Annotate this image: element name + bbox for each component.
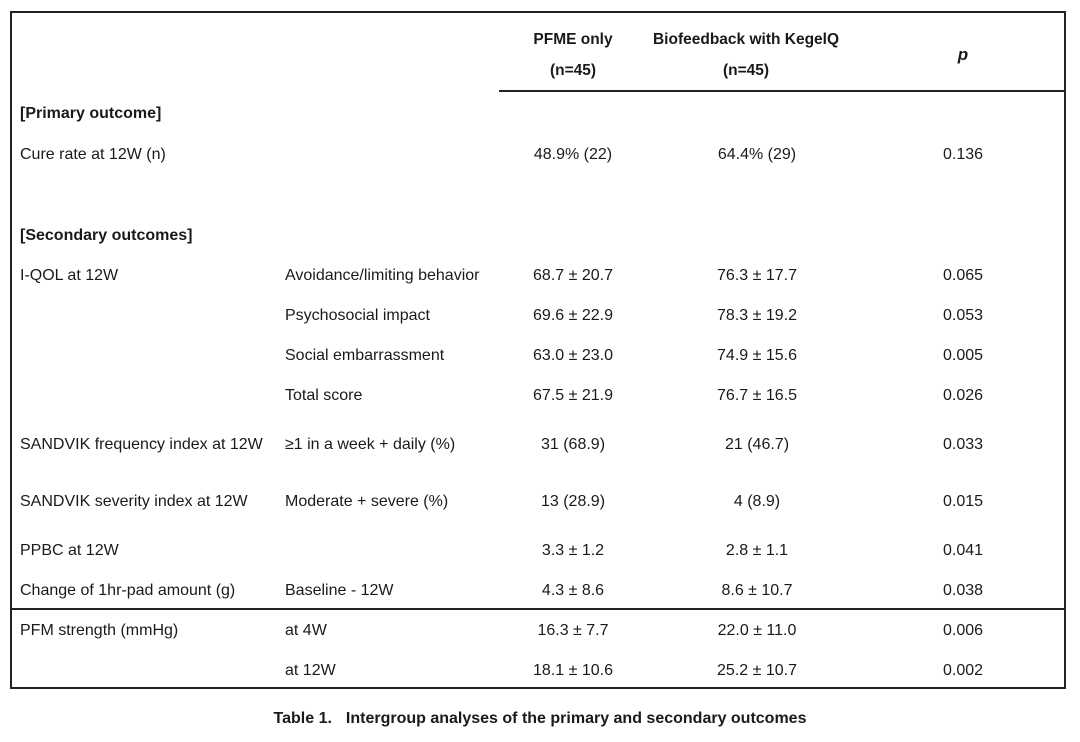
row-sublabel: ≥1 in a week + daily (%) [285, 436, 456, 453]
table-frame [10, 11, 1066, 689]
row-label: PFM strength (mmHg) [20, 622, 179, 639]
row-sublabel: Avoidance/limiting behavior [285, 267, 480, 284]
table-caption: Table 1. Intergroup analyses of the prima… [0, 709, 1080, 729]
row-bio-value: 76.7 ± 16.5 [717, 387, 797, 404]
row-bio-value: 78.3 ± 19.2 [717, 307, 797, 324]
row-p-value: 0.033 [942, 436, 984, 453]
row-bio-value: 25.2 ± 10.7 [717, 662, 797, 679]
row-p-value: 0.006 [942, 622, 984, 639]
row-bio-value: 76.3 ± 17.7 [717, 267, 797, 284]
row-label: PPBC at 12W [20, 542, 119, 559]
row-bio-value: 22.0 ± 11.0 [717, 622, 797, 639]
row-p-value: 0.026 [942, 387, 984, 404]
row-bio-value: 74.9 ± 15.6 [717, 347, 797, 364]
row-p-value: 0.053 [942, 307, 984, 324]
row-p-value: 0.002 [942, 662, 984, 679]
row-p-value: 0.038 [942, 582, 984, 599]
row-label: Cure rate at 12W (n) [20, 146, 166, 163]
row-p-value: 0.005 [942, 347, 984, 364]
row-pfme-value: 4.3 ± 8.6 [541, 582, 605, 599]
row-sublabel: Baseline - 12W [285, 582, 394, 599]
row-p-value: 0.136 [942, 146, 984, 163]
section-primary-outcome: [Primary outcome] [20, 105, 162, 122]
row-pfme-value: 13 (28.9) [540, 493, 606, 510]
row-label: SANDVIK severity index at 12W [20, 493, 248, 510]
row-sublabel: Total score [285, 387, 363, 404]
row-bio-value: 64.4% (29) [717, 146, 797, 163]
pfm-divider-rule [10, 608, 1066, 610]
row-p-value: 0.015 [942, 493, 984, 510]
row-pfme-value: 48.9% (22) [533, 146, 613, 163]
row-bio-value: 2.8 ± 1.1 [725, 542, 789, 559]
row-sublabel: at 4W [285, 622, 327, 639]
row-sublabel: Moderate + severe (%) [285, 493, 449, 510]
row-pfme-value: 31 (68.9) [540, 436, 606, 453]
row-bio-value: 8.6 ± 10.7 [721, 582, 793, 599]
header-bio-n: (n=45) [722, 62, 770, 79]
row-bio-value: 21 (46.7) [724, 436, 790, 453]
caption-text: Intergroup analyses of the primary and s… [345, 710, 807, 727]
row-pfme-value: 18.1 ± 10.6 [533, 662, 613, 679]
row-sublabel: Psychosocial impact [285, 307, 430, 324]
row-label: SANDVIK frequency index at 12W [20, 436, 263, 453]
row-label: I-QOL at 12W [20, 267, 119, 284]
header-pfme-n: (n=45) [549, 62, 597, 79]
row-pfme-value: 63.0 ± 23.0 [533, 347, 613, 364]
header-bio-label: Biofeedback with KegelQ [652, 31, 840, 48]
header-p-value: p [957, 45, 969, 64]
row-pfme-value: 68.7 ± 20.7 [533, 267, 613, 284]
section-secondary-outcomes: [Secondary outcomes] [20, 227, 193, 244]
row-p-value: 0.041 [942, 542, 984, 559]
row-pfme-value: 16.3 ± 7.7 [537, 622, 609, 639]
header-rule [499, 90, 1066, 92]
row-sublabel: Social embarrassment [285, 347, 445, 364]
header-pfme-label: PFME only [533, 31, 613, 48]
row-pfme-value: 67.5 ± 21.9 [533, 387, 613, 404]
row-pfme-value: 3.3 ± 1.2 [541, 542, 605, 559]
row-label: Change of 1hr-pad amount (g) [20, 582, 236, 599]
caption-label: Table 1. [273, 710, 332, 727]
row-pfme-value: 69.6 ± 22.9 [533, 307, 613, 324]
row-bio-value: 4 (8.9) [733, 493, 781, 510]
row-sublabel: at 12W [285, 662, 336, 679]
row-p-value: 0.065 [942, 267, 984, 284]
